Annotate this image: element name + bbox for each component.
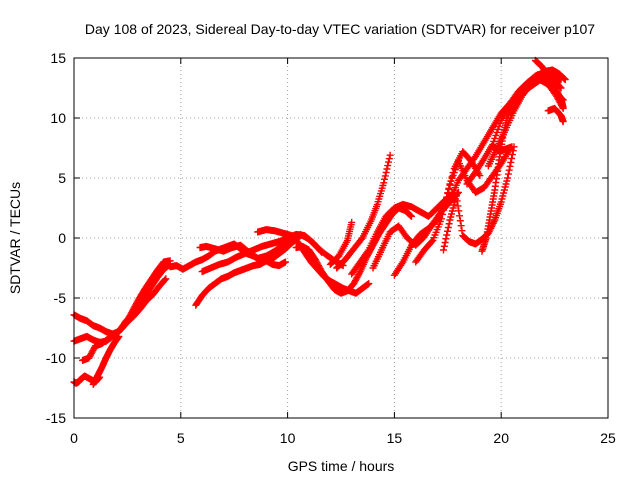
data-point (442, 197, 450, 205)
data-point (383, 165, 391, 173)
data-point (440, 206, 448, 214)
data-point (508, 155, 516, 162)
data-point (444, 224, 452, 231)
data-point (364, 248, 372, 255)
data-point (386, 151, 394, 159)
data-point (452, 192, 460, 200)
data-point (437, 215, 445, 223)
x-tick-label: 0 (70, 430, 78, 446)
data-point (456, 217, 464, 225)
data-point (476, 172, 484, 180)
x-axis-label: GPS time / hours (288, 458, 395, 474)
data-point (506, 162, 514, 170)
data-point (162, 275, 170, 283)
y-tick-label: 10 (50, 110, 66, 126)
data-point (458, 227, 466, 235)
data-point (455, 207, 463, 215)
y-axis-label: SDTVAR / TECUs (7, 182, 23, 294)
chart-title: Day 108 of 2023, Sidereal Day-to-day VTE… (85, 21, 595, 37)
data-point (508, 151, 516, 159)
series-track-3 (79, 275, 170, 364)
data-point (161, 276, 169, 284)
data-point (385, 158, 393, 166)
data-point (504, 170, 512, 178)
data-point (441, 202, 449, 210)
series-track-24 (544, 104, 567, 126)
series-track-2 (70, 260, 174, 346)
series-track-5 (89, 332, 123, 388)
data-point (407, 212, 415, 220)
series-track-13 (326, 218, 356, 268)
plot-frame (73, 57, 609, 419)
data-point (505, 166, 513, 174)
data-point (428, 238, 436, 246)
data-point (385, 155, 393, 163)
data-point (443, 231, 451, 239)
data-point (559, 103, 567, 111)
x-tick-label: 20 (493, 430, 509, 446)
data-point (457, 222, 465, 230)
data-point (441, 239, 449, 246)
data-point (456, 212, 464, 220)
x-tick-label: 15 (387, 430, 403, 446)
data-point (445, 184, 453, 192)
data-point (559, 96, 567, 104)
data-point (440, 246, 448, 254)
x-tick-label: 10 (280, 430, 296, 446)
data-point (440, 242, 448, 250)
data-point (355, 269, 363, 277)
y-tick-label: -10 (46, 350, 66, 366)
data-points (70, 56, 569, 388)
data-point (281, 258, 289, 266)
series-track-7 (192, 234, 302, 309)
y-tick-label: -5 (54, 290, 67, 306)
data-point (558, 95, 566, 103)
data-point (453, 197, 461, 205)
data-point (445, 220, 453, 228)
y-tick-label: 5 (58, 170, 66, 186)
y-tick-label: 15 (50, 50, 66, 66)
data-point (115, 332, 123, 340)
data-point (381, 172, 389, 180)
x-tick-label: 5 (177, 430, 185, 446)
data-point (348, 218, 356, 226)
data-point (406, 211, 414, 219)
data-point (557, 76, 565, 84)
data-point (381, 175, 389, 183)
data-point (407, 212, 415, 220)
data-point (382, 168, 390, 176)
data-point (454, 202, 462, 210)
series-track-26 (534, 71, 567, 104)
series-track-17 (412, 145, 514, 266)
series-track-25 (489, 143, 516, 154)
data-point (365, 280, 373, 288)
series-track-9 (196, 230, 347, 270)
data-point (504, 174, 512, 182)
data-point (384, 162, 392, 170)
tick-labels: 0 5 10 15 20 25 -15 -10 -5 0 5 10 15 (46, 50, 616, 446)
data-point (558, 95, 566, 102)
y-tick-label: 0 (58, 230, 66, 246)
data-point (444, 227, 452, 235)
data-point (442, 235, 450, 243)
data-point (508, 143, 516, 151)
y-tick-label: -15 (46, 410, 66, 426)
data-point (559, 118, 567, 126)
x-tick-label: 25 (600, 430, 616, 446)
data-point (507, 158, 515, 166)
data-point (380, 179, 388, 187)
grid-lines (74, 58, 608, 418)
series-track-12 (333, 151, 394, 272)
data-point (438, 210, 446, 218)
